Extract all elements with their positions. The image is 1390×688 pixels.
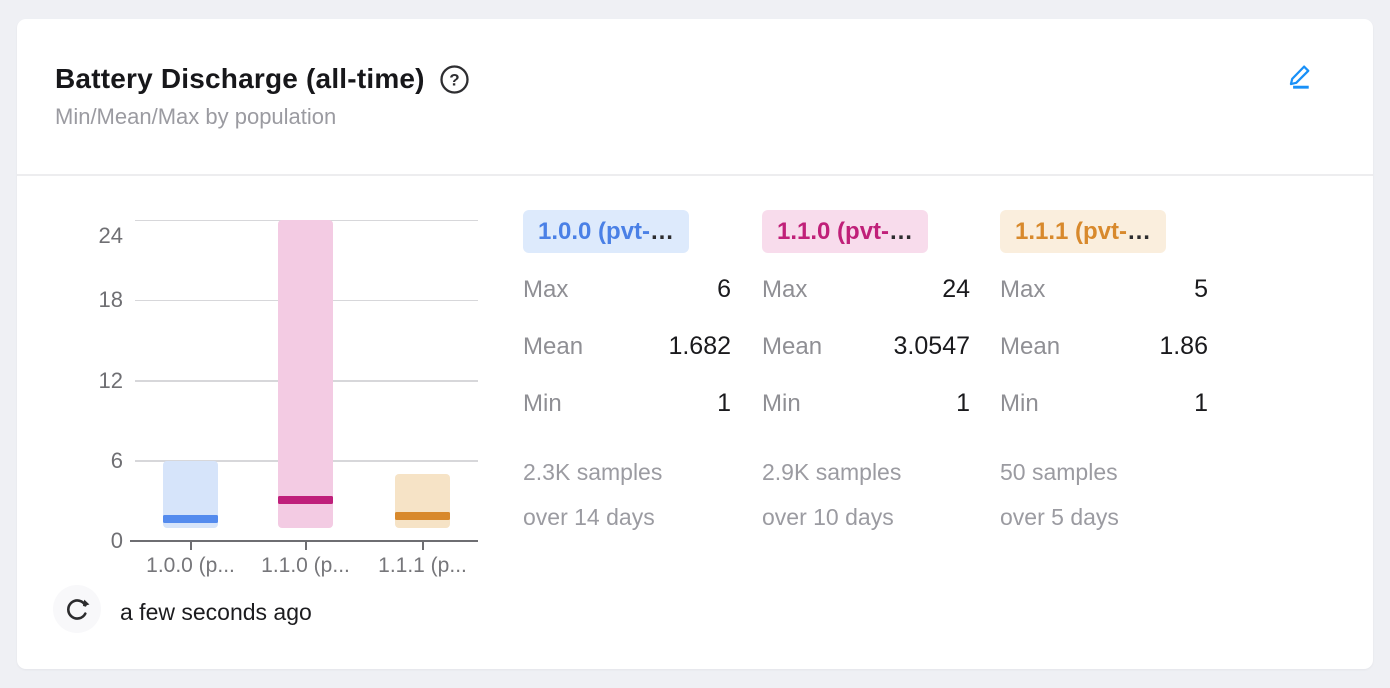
stat-row-min: Min 1 xyxy=(1000,389,1208,419)
stat-value: 5 xyxy=(1194,275,1208,303)
x-axis-tick-label: 1.1.0 (p... xyxy=(261,554,350,577)
samples-count: 2.3K samples xyxy=(523,459,663,485)
edit-pencil-icon[interactable] xyxy=(1286,62,1313,89)
y-axis-tick-label: 6 xyxy=(110,447,123,473)
population-badge[interactable]: 1.1.0 (pvt-… xyxy=(762,210,929,253)
mean-band[interactable] xyxy=(395,512,450,521)
mean-band[interactable] xyxy=(278,496,333,505)
stat-row-max: Max 6 xyxy=(523,275,731,305)
stat-label: Max xyxy=(1000,276,1046,303)
samples-duration: over 14 days xyxy=(523,504,655,530)
y-axis-tick-label: 24 xyxy=(98,223,123,248)
stat-value: 1 xyxy=(956,389,970,417)
samples-info: 2.3K samples over 14 days xyxy=(523,450,731,540)
mean-band[interactable] xyxy=(163,514,218,523)
stat-row-max: Max 5 xyxy=(1000,275,1208,305)
x-axis-tick xyxy=(421,541,424,550)
samples-count: 50 samples xyxy=(1000,459,1118,485)
range-bar-chart: 0 6 12 18 24 1.0.0 (p... 1.1.0 (p... 1.1.1 (p..… xyxy=(99,219,478,577)
y-axis-tick-label: 18 xyxy=(98,287,123,313)
stat-label: Mean xyxy=(762,333,823,360)
samples-count: 2.9K samples xyxy=(762,459,902,485)
stat-value: 24 xyxy=(942,275,970,303)
page-title: Battery Discharge (all-time) xyxy=(55,63,425,94)
population-badge-label: 1.0.0 (pvt- xyxy=(538,217,651,245)
samples-info: 50 samples over 5 days xyxy=(1000,450,1208,540)
y-axis-tick-label: 0 xyxy=(110,528,123,553)
stat-row-min: Min 1 xyxy=(523,389,731,419)
population-badge-ellipsis: … xyxy=(650,217,675,245)
stat-label: Mean xyxy=(523,333,584,360)
population-badge-label: 1.1.1 (pvt- xyxy=(1015,217,1128,245)
stat-label: Mean xyxy=(1000,333,1061,360)
help-icon[interactable]: ? xyxy=(439,64,470,95)
stat-label: Max xyxy=(762,276,808,303)
x-axis-line xyxy=(130,539,478,542)
population-badge[interactable]: 1.0.0 (pvt-… xyxy=(523,210,690,253)
stat-value: 1.682 xyxy=(668,332,731,360)
population-panel-1: 1.0.0 (pvt-… Max 6 Mean 1.682 Min 1 2.3K… xyxy=(523,210,731,540)
range-bar[interactable] xyxy=(278,220,333,528)
population-panel-3: 1.1.1 (pvt-… Max 5 Mean 1.86 Min 1 50 sa… xyxy=(1000,210,1208,540)
y-axis-tick-label: 12 xyxy=(98,367,123,393)
card-header: Battery Discharge (all-time) ? Min/Mean/… xyxy=(55,63,1323,130)
population-badge-ellipsis: … xyxy=(889,217,914,245)
stat-row-max: Max 24 xyxy=(762,275,970,305)
stat-row-mean: Mean 1.86 xyxy=(1000,332,1208,362)
last-updated-text: a few seconds ago xyxy=(120,599,312,625)
samples-duration: over 10 days xyxy=(762,504,894,530)
stat-row-mean: Mean 1.682 xyxy=(523,332,731,362)
x-axis-tick xyxy=(189,541,192,550)
refresh-icon xyxy=(66,598,89,620)
card-subtitle: Min/Mean/Max by population xyxy=(55,104,337,129)
stat-label: Min xyxy=(1000,390,1039,417)
stat-value: 6 xyxy=(717,275,731,303)
stat-value: 1 xyxy=(1194,389,1208,417)
samples-duration: over 5 days xyxy=(1000,504,1119,530)
stat-row-mean: Mean 3.0547 xyxy=(762,332,970,362)
x-axis-tick-label: 1.1.1 (p... xyxy=(378,554,467,577)
metric-card: Battery Discharge (all-time) ? Min/Mean/… xyxy=(17,19,1373,669)
population-badge-label: 1.1.0 (pvt- xyxy=(777,217,890,245)
population-panel-2: 1.1.0 (pvt-… Max 24 Mean 3.0547 Min 1 2.… xyxy=(762,210,970,540)
stat-value: 1.86 xyxy=(1159,332,1208,360)
stat-label: Min xyxy=(523,390,562,417)
stat-label: Max xyxy=(523,276,569,303)
x-axis-tick xyxy=(304,541,307,550)
header-divider xyxy=(17,174,1373,176)
stat-value: 1 xyxy=(717,389,731,417)
stat-value: 3.0547 xyxy=(893,332,970,360)
svg-text:?: ? xyxy=(449,70,459,89)
stat-label: Min xyxy=(762,390,801,417)
population-badge-ellipsis: … xyxy=(1127,217,1152,245)
refresh-button[interactable] xyxy=(53,585,101,633)
population-badge[interactable]: 1.1.1 (pvt-… xyxy=(1000,210,1167,253)
samples-info: 2.9K samples over 10 days xyxy=(762,450,970,540)
stat-row-min: Min 1 xyxy=(762,389,970,419)
x-axis-tick-label: 1.0.0 (p... xyxy=(146,554,235,577)
